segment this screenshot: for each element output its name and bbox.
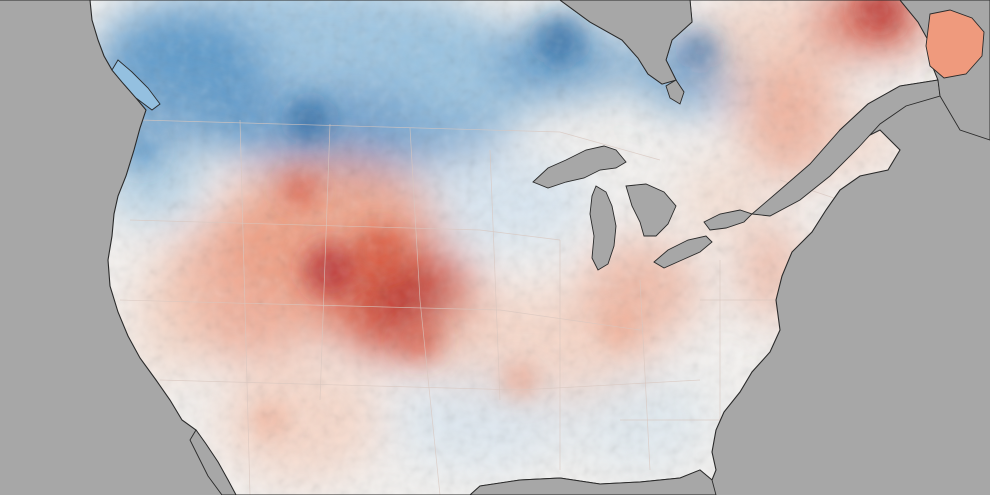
border-line — [489, 149, 501, 401]
border-line — [239, 119, 251, 495]
lake-huron — [625, 183, 677, 237]
newfoundland-island — [925, 9, 985, 79]
border-line — [129, 219, 561, 241]
gulf-of-california — [189, 429, 237, 495]
state-borders — [119, 119, 841, 495]
border-line — [409, 127, 441, 495]
border-line — [139, 119, 661, 161]
lake-erie — [653, 235, 713, 269]
lake-ontario — [703, 209, 753, 231]
border-line — [119, 299, 641, 331]
gulf-of-mexico — [469, 469, 717, 495]
border-line — [639, 279, 651, 471]
vancouver-island — [111, 59, 161, 111]
hudson-bay — [559, 0, 693, 85]
james-bay — [665, 79, 685, 105]
lake-superior — [532, 145, 627, 189]
lake-michigan — [589, 185, 617, 271]
border-line — [319, 123, 331, 401]
border-line — [159, 379, 701, 391]
